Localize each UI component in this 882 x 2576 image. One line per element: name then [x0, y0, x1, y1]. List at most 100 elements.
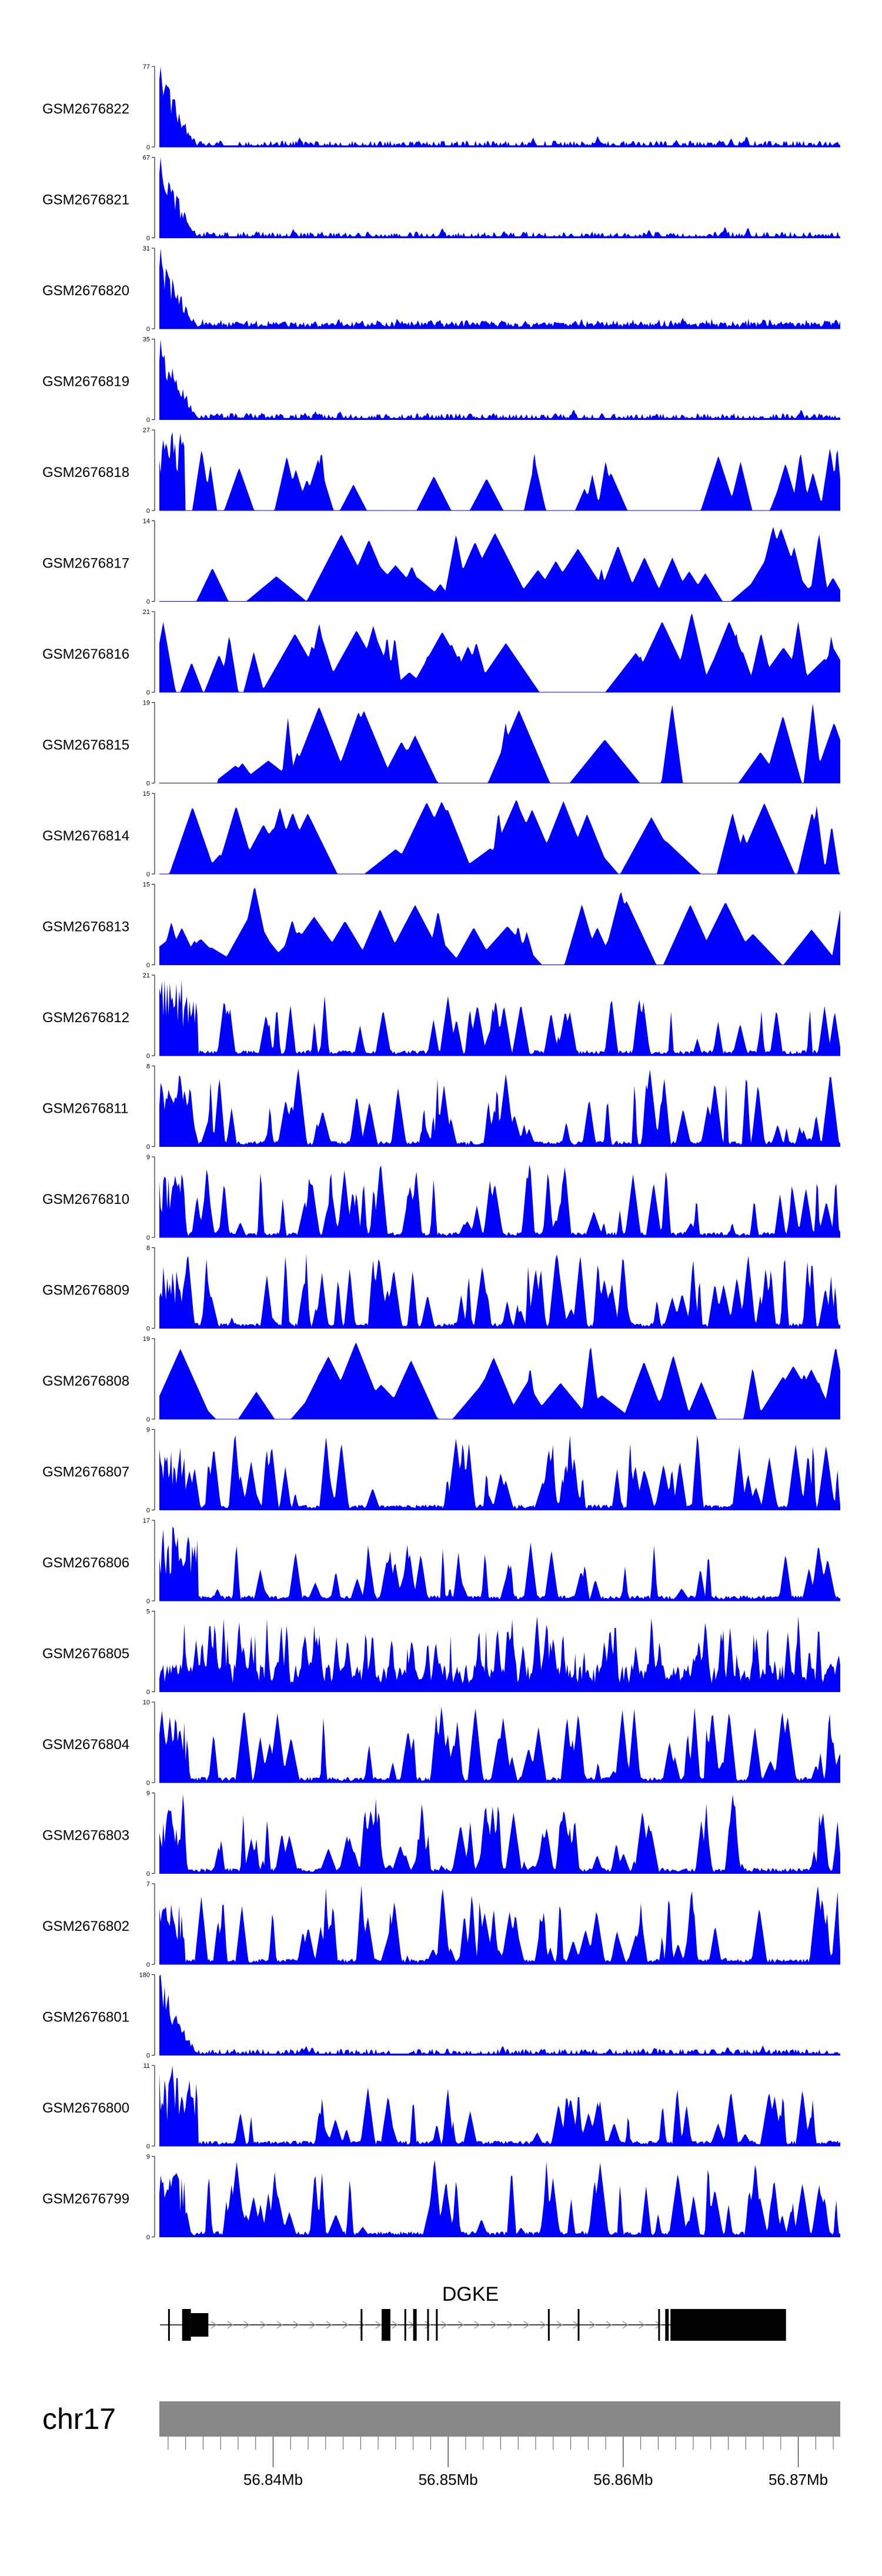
track-label: GSM2676809: [42, 1283, 129, 1299]
y-axis-max-label: 180: [139, 1972, 150, 1979]
y-axis-min-label: 0: [146, 871, 150, 878]
strand-arrow: [260, 2321, 267, 2329]
y-axis-min-label: 0: [146, 1144, 150, 1151]
signal-area: [159, 2066, 840, 2146]
y-axis-max-label: 8: [146, 1245, 150, 1252]
track-label: GSM2676807: [42, 1464, 129, 1480]
strand-arrow: [309, 2321, 316, 2329]
signal-area: [159, 1616, 840, 1692]
track-label: GSM2676802: [42, 1918, 129, 1934]
signal-area: [159, 1342, 840, 1419]
y-axis-max-label: 9: [146, 1427, 150, 1434]
signal-area: [159, 1974, 840, 2056]
y-axis-max-label: 21: [143, 972, 150, 979]
signal-area: [159, 1706, 840, 1783]
strand-arrow: [589, 2321, 596, 2329]
track-label: GSM2676817: [42, 556, 129, 572]
track-label: GSM2676815: [42, 738, 129, 753]
y-axis-min-label: 0: [146, 2053, 150, 2060]
track-GSM2676805: GSM2676805 5 0: [42, 1609, 840, 1696]
y-axis-max-label: 31: [143, 245, 150, 252]
track-label: GSM2676801: [42, 2010, 129, 2026]
strand-arrow: [441, 2321, 448, 2329]
track-GSM2676802: GSM2676802 7 0: [42, 1881, 840, 1968]
signal-area: [159, 1434, 840, 1510]
x-axis-tick-label: 56.86Mb: [593, 2471, 653, 2488]
track-GSM2676811: GSM2676811 8 0: [42, 1063, 840, 1151]
track-GSM2676813: GSM2676813 15 0: [42, 882, 840, 969]
track-label: GSM2676819: [42, 374, 129, 390]
y-axis-min-label: 0: [146, 599, 150, 606]
track-GSM2676799: GSM2676799 9 0: [42, 2154, 840, 2241]
y-axis-min-label: 0: [146, 1689, 150, 1696]
exon: [382, 2309, 390, 2341]
signal-area: [159, 432, 840, 510]
y-axis-max-label: 35: [143, 336, 150, 343]
track-GSM2676822: GSM2676822 77 0: [42, 64, 840, 151]
y-axis-min-label: 0: [146, 1234, 150, 1242]
strand-arrow: [375, 2321, 382, 2329]
y-axis-max-label: 19: [143, 1336, 150, 1343]
track-GSM2676807: GSM2676807 9 0: [42, 1427, 840, 1514]
strand-arrow: [556, 2321, 563, 2329]
track-GSM2676816: GSM2676816 21 0: [42, 609, 840, 696]
y-axis-max-label: 9: [146, 1790, 150, 1797]
gene-name-label: DGKE: [442, 2283, 499, 2305]
y-axis-min-label: 0: [146, 235, 150, 242]
y-axis-min-label: 0: [146, 1053, 150, 1060]
signal-area: [159, 1164, 840, 1237]
signal-area: [159, 339, 840, 420]
signal-area: [159, 1886, 840, 1964]
strand-arrow: [211, 2321, 218, 2329]
signal-area: [159, 248, 840, 329]
strand-arrow: [457, 2321, 465, 2329]
strand-arrow: [606, 2321, 613, 2329]
y-axis-min-label: 0: [146, 780, 150, 788]
signal-tracks: GSM2676822770GSM2676821670GSM2676820310G…: [42, 64, 840, 2241]
signal-area: [159, 2160, 840, 2237]
y-axis-max-label: 77: [143, 64, 150, 71]
track-label: GSM2676810: [42, 1192, 129, 1207]
track-GSM2676814: GSM2676814 15 0: [42, 790, 840, 878]
strand-arrow: [342, 2321, 349, 2329]
track-GSM2676817: GSM2676817 14 0: [42, 518, 840, 606]
strand-arrow: [227, 2321, 234, 2329]
track-GSM2676808: GSM2676808 19 0: [42, 1336, 840, 1423]
strand-arrow: [507, 2321, 514, 2329]
signal-area: [159, 1526, 840, 1601]
x-axis-tick-label: 56.85Mb: [419, 2471, 478, 2488]
y-axis-min-label: 0: [146, 1507, 150, 1514]
signal-area: [159, 1069, 840, 1147]
exon: [168, 2309, 170, 2341]
y-axis-min-label: 0: [146, 1598, 150, 1605]
y-axis-min-label: 0: [146, 689, 150, 696]
exon: [191, 2313, 209, 2337]
chromosome-bar: [159, 2401, 840, 2437]
y-axis-max-label: 11: [143, 2063, 150, 2070]
track-GSM2676800: GSM2676800 11 0: [42, 2063, 840, 2150]
track-label: GSM2676808: [42, 1373, 129, 1389]
y-axis-max-label: 67: [143, 155, 150, 162]
strand-arrow: [243, 2321, 250, 2329]
track-label: GSM2676805: [42, 1646, 129, 1662]
track-label: GSM2676812: [42, 1010, 129, 1026]
signal-area: [159, 613, 840, 692]
y-axis-max-label: 10: [143, 1699, 150, 1706]
signal-area: [159, 1253, 840, 1329]
y-axis-max-label: 14: [143, 518, 150, 525]
y-axis-min-label: 0: [146, 508, 150, 515]
y-axis-min-label: 0: [146, 417, 150, 424]
y-axis-max-label: 15: [143, 790, 150, 798]
y-axis-min-label: 0: [146, 1780, 150, 1787]
track-label: GSM2676813: [42, 919, 129, 935]
strand-arrow: [293, 2321, 300, 2329]
signal-area: [159, 887, 840, 965]
track-GSM2676804: GSM2676804 10 0: [42, 1699, 840, 1787]
track-label: GSM2676799: [42, 2191, 129, 2207]
y-axis-min-label: 0: [146, 1416, 150, 1423]
track-label: GSM2676822: [42, 101, 129, 117]
strand-arrow: [425, 2321, 432, 2329]
exon: [665, 2309, 669, 2341]
track-label: GSM2676818: [42, 465, 129, 481]
